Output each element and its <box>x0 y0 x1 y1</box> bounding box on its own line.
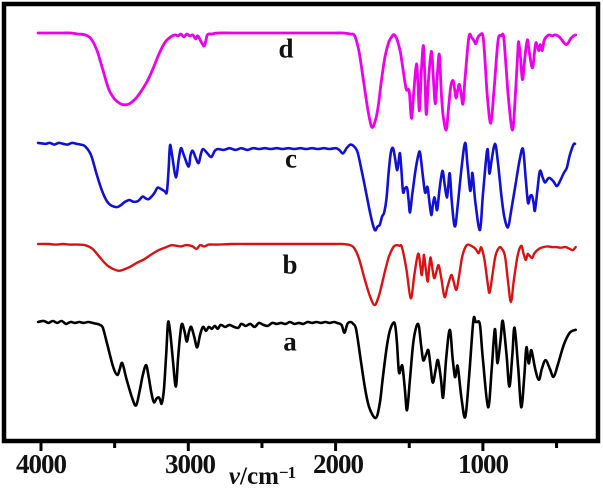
spectrum-curve-b <box>36 242 577 307</box>
curve-label-d: d <box>278 33 294 64</box>
nu-symbol: ν <box>228 463 241 490</box>
xtick-label-1000: 1000 <box>458 449 509 479</box>
x-axis-unit: /cm <box>240 463 279 490</box>
spectrum-curve-d <box>36 31 578 132</box>
x-axis-exponent: −1 <box>278 463 296 482</box>
x-axis-label: ν/cm−1 <box>228 463 296 491</box>
spectrum-curve-c <box>36 141 577 232</box>
spectrum-curve-a <box>36 315 577 420</box>
curve-label-a: a <box>283 326 297 357</box>
xtick-label-2000: 2000 <box>313 449 364 479</box>
x-axis-ticks <box>39 442 559 451</box>
curve-label-b: b <box>282 249 298 280</box>
plot-frame <box>1 1 601 444</box>
xtick-label-3000: 3000 <box>165 449 216 479</box>
curve-label-c: c <box>285 143 297 174</box>
xtick-label-4000: 4000 <box>16 449 67 479</box>
